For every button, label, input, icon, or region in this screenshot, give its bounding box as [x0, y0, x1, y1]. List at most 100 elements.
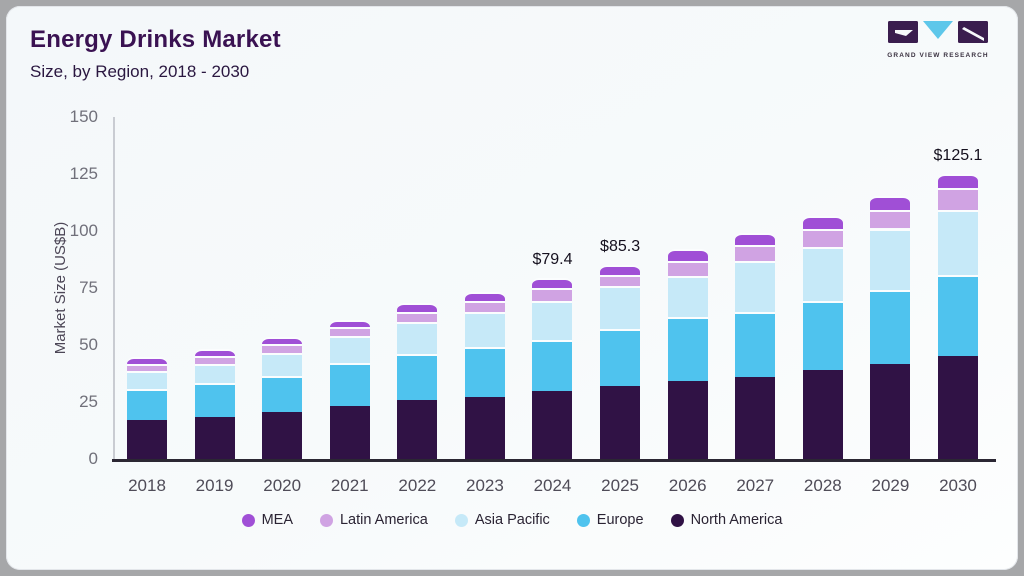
- bar-2030-segment-asia-pacific[interactable]: [937, 210, 978, 276]
- bar-2027[interactable]: [735, 232, 776, 459]
- bar-2018-segment-north-america[interactable]: [127, 420, 167, 459]
- bar-2020-segment-latin-america[interactable]: [262, 344, 303, 353]
- bar-2026-segment-mea[interactable]: [667, 249, 708, 262]
- bar-2022-segment-europe[interactable]: [397, 353, 438, 400]
- x-tick-label-2025: 2025: [601, 476, 639, 495]
- bar-2027-segment-mea[interactable]: [735, 232, 776, 245]
- bar-2025-segment-latin-america[interactable]: [600, 274, 641, 287]
- legend-item-latin-america[interactable]: Latin America: [319, 512, 428, 528]
- bar-2020-segment-north-america[interactable]: [262, 412, 303, 459]
- bar-2025[interactable]: [600, 264, 641, 459]
- bar-2024-segment-north-america[interactable]: [532, 390, 573, 459]
- bar-2027-segment-asia-pacific[interactable]: [735, 261, 776, 312]
- bar-2025-segment-asia-pacific[interactable]: [600, 286, 641, 329]
- bar-2019-segment-mea[interactable]: [194, 349, 235, 357]
- bar-2028-segment-asia-pacific[interactable]: [802, 246, 843, 301]
- bar-2029-segment-latin-america[interactable]: [870, 210, 911, 229]
- bar-2030-segment-latin-america[interactable]: [937, 187, 978, 211]
- legend-item-mea[interactable]: MEA: [241, 512, 293, 528]
- bar-2024-segment-latin-america[interactable]: [532, 288, 573, 301]
- bar-2020-segment-asia-pacific[interactable]: [262, 352, 303, 376]
- bar-2023-segment-mea[interactable]: [464, 292, 505, 301]
- bar-2023-segment-asia-pacific[interactable]: [464, 311, 505, 348]
- bar-2026[interactable]: [667, 249, 708, 459]
- bar-2019-segment-europe[interactable]: [194, 383, 235, 418]
- x-tick-label-2024: 2024: [533, 476, 572, 495]
- y-tick-label-125: 125: [69, 164, 98, 183]
- legend-label-mea: MEA: [261, 512, 293, 528]
- bar-2019-segment-north-america[interactable]: [194, 417, 235, 459]
- bar-2030-segment-europe[interactable]: [937, 275, 978, 357]
- bar-2019-segment-latin-america[interactable]: [194, 356, 235, 364]
- x-tick-label-2023: 2023: [465, 476, 504, 495]
- bar-2023-segment-europe[interactable]: [464, 347, 505, 397]
- bar-2030-segment-mea[interactable]: [937, 173, 978, 188]
- bar-2029[interactable]: [870, 195, 911, 459]
- bar-2021-segment-europe[interactable]: [329, 363, 370, 407]
- bar-2019-segment-asia-pacific[interactable]: [194, 363, 235, 384]
- bar-2023-segment-north-america[interactable]: [464, 396, 505, 459]
- bar-2029-segment-mea[interactable]: [870, 195, 911, 211]
- bar-2022-segment-mea[interactable]: [397, 303, 438, 312]
- bar-2020-segment-mea[interactable]: [262, 337, 303, 345]
- bar-2026-segment-asia-pacific[interactable]: [667, 275, 708, 317]
- bar-2018-segment-europe[interactable]: [127, 389, 167, 421]
- bar-2021[interactable]: [329, 319, 370, 459]
- legend-item-europe[interactable]: Europe: [576, 512, 644, 528]
- bar-2024-segment-europe[interactable]: [532, 339, 573, 391]
- bar-2028-segment-north-america[interactable]: [802, 370, 843, 459]
- x-tick-label-2026: 2026: [668, 476, 707, 495]
- bar-2018-segment-mea[interactable]: [127, 357, 167, 364]
- bar-2021-segment-latin-america[interactable]: [329, 327, 370, 337]
- bar-2022-segment-asia-pacific[interactable]: [397, 321, 438, 354]
- bar-2025-segment-north-america[interactable]: [600, 385, 641, 459]
- bar-2030-segment-north-america[interactable]: [937, 356, 978, 459]
- bar-2027-segment-north-america[interactable]: [735, 376, 776, 459]
- legend-swatch-asia-pacific: [454, 513, 468, 527]
- bar-2019[interactable]: [194, 349, 235, 459]
- bar-2026-segment-latin-america[interactable]: [667, 261, 708, 276]
- bar-2022-segment-latin-america[interactable]: [397, 311, 438, 322]
- bar-2021-segment-mea[interactable]: [329, 319, 370, 328]
- bar-2023[interactable]: [464, 292, 505, 459]
- bar-2025-segment-europe[interactable]: [600, 328, 641, 386]
- bar-2028-segment-mea[interactable]: [802, 215, 843, 230]
- bar-2026-segment-north-america[interactable]: [667, 381, 708, 459]
- bar-2018-segment-latin-america[interactable]: [127, 363, 167, 372]
- bar-2027-segment-europe[interactable]: [735, 311, 776, 377]
- bar-2028[interactable]: [802, 215, 843, 459]
- x-tick-label-2028: 2028: [803, 476, 842, 495]
- legend-item-asia-pacific[interactable]: Asia Pacific: [454, 512, 550, 528]
- bar-value-label-2025: $85.3: [600, 237, 641, 255]
- bar-2024[interactable]: [532, 277, 573, 459]
- bar-2028-segment-europe[interactable]: [802, 300, 843, 371]
- bar-2022-segment-north-america[interactable]: [397, 399, 438, 459]
- bar-2018[interactable]: [127, 357, 167, 459]
- bar-2026-segment-europe[interactable]: [667, 316, 708, 382]
- bar-2029-segment-asia-pacific[interactable]: [870, 228, 911, 291]
- grand-view-research-logo: GRAND VIEW RESEARCH: [886, 18, 990, 64]
- bar-2029-segment-north-america[interactable]: [870, 363, 911, 459]
- bar-2020-segment-europe[interactable]: [262, 376, 303, 413]
- gvr-logo-icon: [888, 21, 988, 43]
- y-tick-label-75: 75: [79, 278, 98, 297]
- bar-2025-segment-mea[interactable]: [600, 264, 641, 275]
- bar-2027-segment-latin-america[interactable]: [735, 244, 776, 262]
- x-tick-label-2029: 2029: [871, 476, 910, 495]
- bar-2020[interactable]: [262, 337, 303, 459]
- legend-swatch-latin-america: [319, 513, 333, 527]
- bar-2028-segment-latin-america[interactable]: [802, 229, 843, 247]
- legend-item-north-america[interactable]: North America: [670, 512, 782, 528]
- bar-2023-segment-latin-america[interactable]: [464, 301, 505, 312]
- bar-2024-segment-asia-pacific[interactable]: [532, 301, 573, 340]
- bar-2021-segment-asia-pacific[interactable]: [329, 336, 370, 363]
- bar-2024-segment-mea[interactable]: [532, 277, 573, 288]
- bar-2018-segment-asia-pacific[interactable]: [127, 371, 167, 390]
- bar-2030[interactable]: [937, 173, 978, 459]
- bar-2022[interactable]: [397, 303, 438, 459]
- legend-swatch-north-america: [670, 513, 684, 527]
- bar-2029-segment-europe[interactable]: [870, 290, 911, 364]
- bar-2021-segment-north-america[interactable]: [329, 406, 370, 459]
- x-axis-line: [112, 459, 996, 462]
